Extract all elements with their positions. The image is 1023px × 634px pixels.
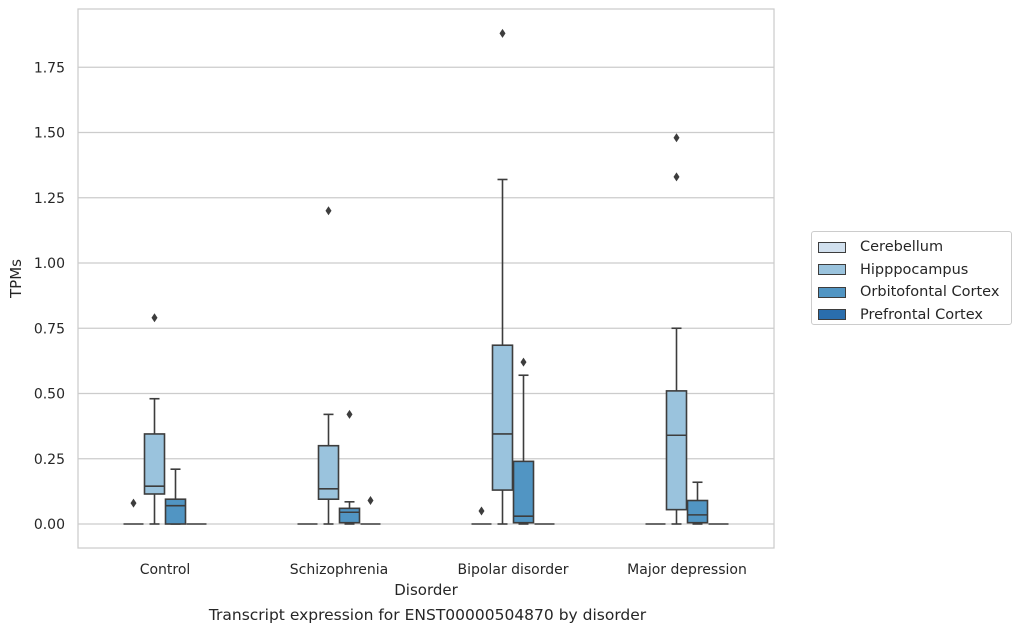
outlier-point: [520, 357, 527, 367]
y-tick-label: 1.00: [34, 256, 65, 272]
outlier-point: [325, 206, 332, 216]
legend-item: Cerebellum: [818, 236, 1011, 259]
box-cerebellum: [471, 506, 492, 525]
legend: Cerebellum Hipppocampus Orbitofontal Corte…: [811, 231, 1012, 325]
y-axis-label: TPMs: [7, 259, 25, 299]
legend-label: Hipppocampus: [860, 261, 969, 278]
legend-swatch: [818, 286, 846, 298]
box-prefrontal-cortex: [360, 496, 381, 525]
grid-lines: [78, 66, 774, 525]
box-body: [164, 498, 187, 525]
box-cerebellum: [123, 498, 144, 525]
box-hipppocampus: [317, 206, 340, 525]
y-tick-label: 1.50: [34, 126, 65, 142]
y-tick-label: 0.00: [34, 517, 65, 533]
y-tick-label: 0.75: [34, 321, 65, 337]
legend-item: Prefrontal Cortex: [818, 304, 1011, 327]
box-body: [665, 390, 688, 511]
x-tick-label: Major depression: [627, 562, 747, 578]
legend-swatch: [818, 309, 846, 321]
x-tick-label: Control: [140, 562, 191, 578]
box-body: [491, 344, 514, 491]
box-hipppocampus: [665, 133, 688, 525]
box-body: [512, 460, 535, 524]
box-body: [338, 507, 361, 524]
plot-frame: [77, 8, 775, 549]
y-tick-label: 1.75: [34, 60, 65, 76]
outlier-point: [673, 172, 680, 182]
y-tick-label: 0.25: [34, 452, 65, 468]
y-tick-label: 0.50: [34, 387, 65, 403]
legend-item: Hipppocampus: [818, 259, 1011, 282]
x-axis-label: Disorder: [394, 581, 458, 599]
box-hipppocampus: [491, 28, 514, 525]
chart-caption: Transcript expression for ENST0000050487…: [208, 606, 647, 624]
legend-swatch: [818, 241, 846, 253]
legend-item: Orbitofontal Cortex: [818, 281, 1011, 304]
box-body: [686, 499, 709, 524]
outlier-point: [151, 313, 158, 323]
outlier-point: [673, 133, 680, 143]
x-tick-labels: Control Schizophrenia Bipolar disorder Majo…: [140, 562, 747, 578]
legend-label: Prefrontal Cortex: [860, 306, 983, 323]
x-tick-label: Bipolar disorder: [457, 562, 568, 578]
box-body: [317, 444, 340, 501]
y-tick-labels: 0.00 0.25 0.50 0.75 1.00 1.25 1.50 1.75: [34, 60, 65, 533]
outlier-point: [130, 498, 137, 508]
outlier-point: [346, 409, 353, 419]
x-tick-label: Schizophrenia: [290, 562, 388, 578]
outlier-point: [367, 496, 374, 506]
box-orbitofontal-cortex: [512, 357, 535, 525]
outlier-point: [478, 506, 485, 516]
legend-swatch: [818, 264, 846, 276]
box-body: [143, 433, 166, 495]
box-hipppocampus: [143, 313, 166, 525]
legend-label: Orbitofontal Cortex: [860, 284, 1000, 301]
legend-label: Cerebellum: [860, 239, 944, 256]
box-plots: [123, 28, 729, 525]
box-orbitofontal-cortex: [338, 409, 361, 525]
box-orbitofontal-cortex: [164, 468, 187, 525]
y-tick-label: 1.25: [34, 191, 65, 207]
outlier-point: [499, 28, 506, 38]
box-orbitofontal-cortex: [686, 481, 709, 525]
